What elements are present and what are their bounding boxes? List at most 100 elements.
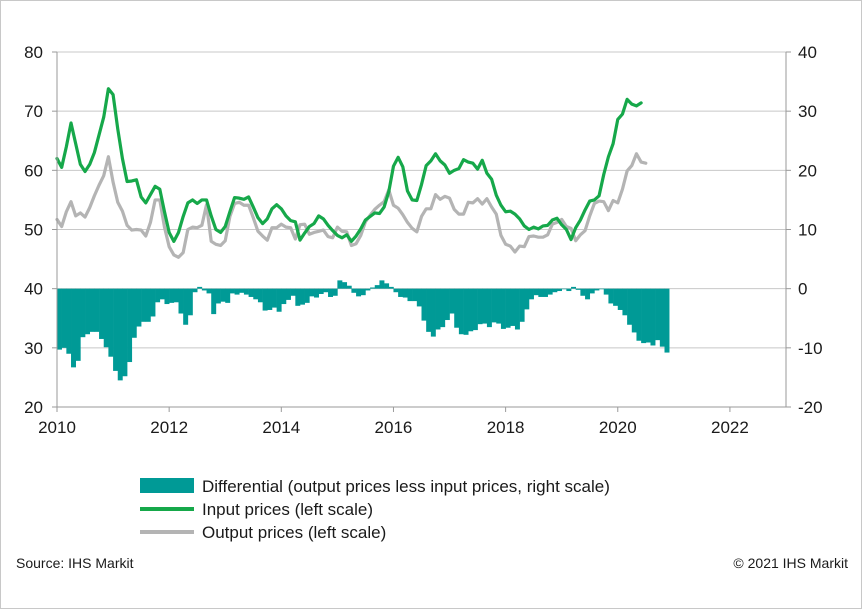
differential-bar [290,288,296,296]
source-note: Source: IHS Markit [16,555,134,571]
differential-bar [75,288,81,361]
differential-bar [444,288,450,321]
differential-bar [617,288,623,310]
differential-bar [379,280,385,289]
left-tick-label: 60 [24,161,43,180]
differential-bar [557,288,562,292]
differential-bar [636,288,642,341]
differential-bar [402,288,408,298]
x-tick-label: 2018 [487,418,525,437]
differential-bar [547,288,553,295]
differential-bar [323,288,329,293]
differential-bar [388,286,394,289]
differential-bar [613,288,619,306]
differential-bar [103,288,109,348]
output-prices-line [55,152,648,259]
right-tick-label: -10 [798,339,823,358]
differential-bar [220,288,226,302]
differential-bar [309,288,315,297]
differential-bar [519,288,525,322]
differential-bar [243,288,249,295]
differential-bar [239,288,245,293]
differential-bar [141,288,147,322]
differential-bar [449,288,455,314]
differential-bar [468,288,474,332]
differential-bar [393,288,399,293]
differential-bar [631,288,637,333]
differential-bar [229,288,235,294]
differential-bar [201,288,207,291]
differential-bar [655,288,661,341]
input-prices-line [55,87,643,243]
differential-bar [192,288,198,293]
legend: Differential (output prices less input p… [140,477,610,542]
differential-bar [486,288,492,328]
differential-bar [505,288,511,328]
differential-bar [197,286,203,289]
differential-bar [566,288,572,292]
differential-bar [659,288,665,347]
differential-bar [435,288,441,330]
differential-bar [267,288,273,310]
left-tick-label: 70 [24,102,43,121]
x-tick-label: 2022 [711,418,749,437]
differential-bar [342,282,348,289]
differential-bar [262,288,268,311]
differential-bar [365,288,371,291]
differential-bar [412,288,418,302]
differential-bar [164,288,170,305]
right-tick-label: 20 [798,161,817,180]
differential-bar [332,288,338,296]
differential-bar [150,288,156,317]
differential-bar [514,288,520,330]
differential-bar [430,288,436,337]
differential-bar [571,286,577,289]
differential-bar [416,288,422,307]
differential-bar [337,280,343,289]
differential-bar [440,288,446,328]
differential-bar [173,288,179,303]
copyright-note: © 2021 IHS Markit [733,555,848,571]
differential-bar [575,288,581,290]
differential-bar [454,288,460,328]
differential-bar [257,288,263,303]
differential-bar [61,288,67,348]
differential-bar [491,288,497,323]
differential-bar [500,288,506,329]
differential-bar [66,288,72,354]
differential-bar [71,288,76,368]
differential-bar [360,288,366,296]
price-lines [55,87,648,259]
differential-bar [384,283,390,289]
differential-bar [159,288,165,300]
differential-bar [351,288,357,293]
differential-bar [533,288,539,296]
right-tick-label: 10 [798,221,817,240]
differential-bar [99,288,105,339]
differential-bar [304,288,310,303]
differential-bar [108,288,114,357]
left-tick-label: 50 [24,221,43,240]
differential-bar [57,288,62,350]
differential-bar [117,288,123,381]
x-tick-label: 2020 [599,418,637,437]
differential-bar [234,288,240,295]
differential-bar [477,288,483,325]
right-tick-label: 30 [798,102,817,121]
differential-bar [187,288,193,316]
differential-bar [589,288,595,294]
left-axis-ticks: 20 30 40 50 60 70 80 [24,43,57,417]
x-tick-label: 2012 [150,418,188,437]
differential-bar [136,288,142,327]
differential-bar [314,288,319,298]
right-axis-ticks: -20 -10 0 10 20 30 40 [786,43,823,417]
differential-bar [271,288,277,308]
differential-bar [524,288,530,310]
differential-bar [370,287,376,289]
differential-bar [131,288,137,338]
x-tick-label: 2010 [38,418,76,437]
differential-bar [169,288,175,303]
differential-bar [113,288,119,371]
differential-bar [482,288,488,324]
